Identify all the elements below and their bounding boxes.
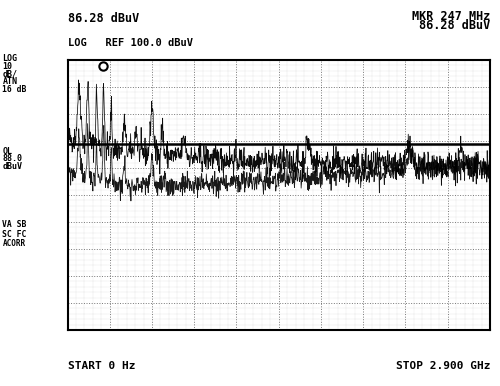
Text: 88.0: 88.0 [2,154,22,163]
Text: ACORR: ACORR [2,239,26,248]
Text: dBuV: dBuV [2,162,22,171]
Text: 16 dB: 16 dB [2,85,27,94]
Text: 86.28 dBuV: 86.28 dBuV [68,12,139,25]
Text: LOG   REF 100.0 dBuV: LOG REF 100.0 dBuV [68,38,192,48]
Text: VA SB: VA SB [2,220,27,229]
Text: LOG: LOG [2,54,18,63]
Text: STOP 2.900 GHz: STOP 2.900 GHz [396,361,490,371]
Text: 10: 10 [2,62,12,71]
Text: MKR 247 MHz: MKR 247 MHz [412,10,490,23]
Text: 86.28 dBuV: 86.28 dBuV [419,19,490,32]
Text: dB/: dB/ [2,69,18,78]
Text: START 0 Hz: START 0 Hz [68,361,135,371]
Text: OL: OL [2,147,12,156]
Text: ATN: ATN [2,77,18,86]
Text: SC FC: SC FC [2,230,27,239]
